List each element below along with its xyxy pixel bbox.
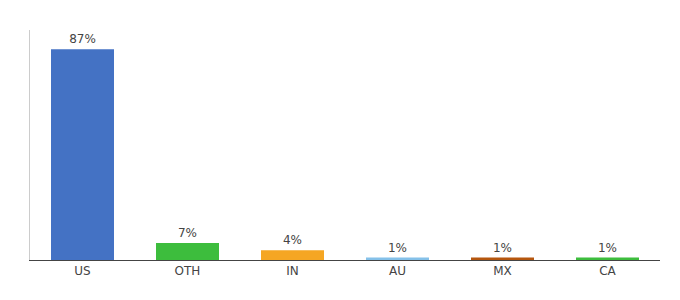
svg-text:AU: AU (389, 264, 406, 278)
svg-text:7%: 7% (178, 226, 197, 240)
svg-text:1%: 1% (598, 241, 617, 255)
svg-text:MX: MX (493, 264, 512, 278)
svg-text:IN: IN (286, 264, 299, 278)
svg-text:CA: CA (599, 264, 616, 278)
svg-text:87%: 87% (69, 32, 96, 46)
svg-text:OTH: OTH (175, 264, 201, 278)
svg-text:1%: 1% (388, 241, 407, 255)
svg-text:4%: 4% (283, 233, 302, 247)
svg-text:US: US (74, 264, 90, 278)
svg-text:1%: 1% (493, 241, 512, 255)
